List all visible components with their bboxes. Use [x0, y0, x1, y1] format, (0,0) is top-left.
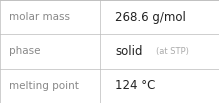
Text: melting point: melting point	[9, 81, 79, 91]
Text: (at STP): (at STP)	[156, 47, 189, 56]
Text: molar mass: molar mass	[9, 12, 70, 22]
Text: 268.6 g/mol: 268.6 g/mol	[115, 11, 186, 24]
Text: phase: phase	[9, 46, 40, 57]
Text: solid: solid	[115, 45, 143, 58]
Text: 124 °C: 124 °C	[115, 79, 155, 92]
